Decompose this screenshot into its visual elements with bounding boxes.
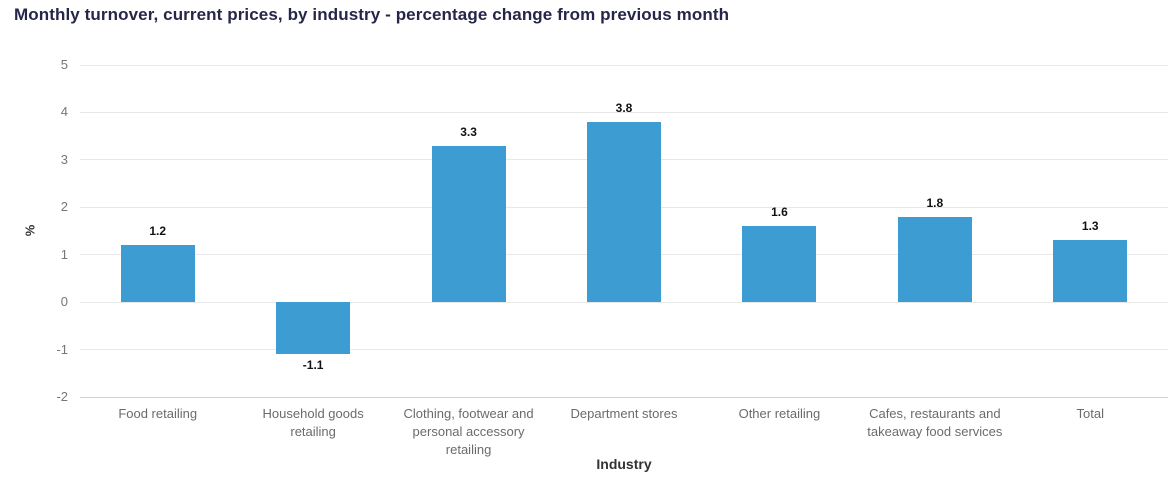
- value-label: 1.3: [1081, 219, 1099, 234]
- gridline: [80, 301, 1168, 303]
- value-label: 3.8: [615, 100, 633, 115]
- bar[interactable]: [431, 145, 506, 303]
- category-label: Household goods retailing: [262, 406, 364, 439]
- category-label: Clothing, footwear and personal accessor…: [403, 406, 534, 457]
- x-axis-title: Industry: [596, 456, 652, 472]
- gridline: [80, 111, 1168, 113]
- y-tick-label: 2: [60, 199, 68, 215]
- bar[interactable]: [587, 121, 661, 303]
- y-tick-label: 3: [60, 151, 68, 167]
- y-tick-label: -1: [56, 341, 68, 357]
- value-label: 1.6: [771, 205, 788, 220]
- gridline: [80, 349, 1168, 351]
- value-label: -1.1: [302, 358, 324, 373]
- value-label: 1.2: [149, 224, 167, 239]
- bar[interactable]: [120, 245, 195, 303]
- bar[interactable]: [897, 216, 972, 303]
- category-label: Total: [1076, 406, 1104, 421]
- category-label: Food retailing: [118, 406, 198, 421]
- bar[interactable]: [276, 302, 351, 355]
- bar[interactable]: [1053, 240, 1128, 303]
- category-label: Other retailing: [738, 406, 821, 421]
- y-tick-label: 4: [60, 104, 68, 120]
- y-tick-label: 1: [60, 246, 68, 262]
- category-label: Cafes, restaurants and takeaway food ser…: [867, 406, 1003, 439]
- value-label: 1.8: [926, 195, 944, 210]
- y-tick-label: 0: [60, 294, 68, 310]
- category-label: Department stores: [570, 406, 678, 421]
- gridline: [80, 64, 1168, 66]
- y-tick-label: -2: [56, 389, 68, 404]
- chart-title: Monthly turnover, current prices, by ind…: [14, 5, 730, 24]
- x-axis-line: [80, 396, 1168, 398]
- value-label: 3.3: [460, 124, 477, 139]
- y-tick-label: 5: [60, 57, 68, 72]
- bar[interactable]: [742, 226, 817, 303]
